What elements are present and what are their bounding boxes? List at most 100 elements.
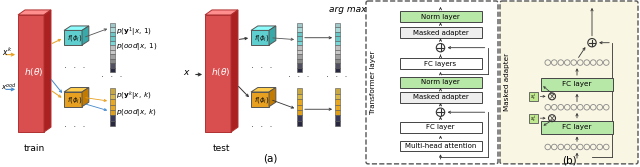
Polygon shape [269, 88, 276, 107]
Bar [296, 110, 301, 115]
Bar [64, 92, 82, 107]
Text: Masked adapter: Masked adapter [413, 94, 468, 100]
Bar [296, 59, 301, 63]
Bar [109, 94, 115, 99]
Text: Norm layer: Norm layer [421, 14, 460, 20]
Bar [335, 54, 339, 59]
Bar [296, 41, 301, 45]
Text: ·  ·  ·: · · · [101, 72, 123, 82]
Text: ·  ·  ·: · · · [326, 72, 348, 82]
Bar [251, 92, 269, 107]
Bar [335, 41, 339, 45]
Text: Masked adapter: Masked adapter [504, 53, 510, 112]
Bar [335, 27, 339, 32]
Text: $p(\mathbf{y}^k|x,\,k)$: $p(\mathbf{y}^k|x,\,k)$ [116, 90, 152, 103]
Bar [296, 94, 301, 99]
FancyBboxPatch shape [500, 1, 638, 164]
Bar [109, 88, 115, 94]
Text: test: test [212, 144, 230, 153]
Bar [251, 30, 269, 45]
Bar [296, 27, 301, 32]
Bar [109, 54, 115, 59]
Polygon shape [82, 88, 89, 107]
Bar [109, 27, 115, 32]
Bar [109, 41, 115, 45]
Bar [529, 92, 538, 101]
Text: $f(\phi_i)$: $f(\phi_i)$ [254, 95, 270, 105]
Bar [335, 88, 339, 94]
FancyBboxPatch shape [399, 27, 481, 38]
Bar [296, 121, 301, 126]
Bar [296, 88, 301, 94]
Text: $p(\mathbf{y}^1|x,\,1)$: $p(\mathbf{y}^1|x,\,1)$ [116, 26, 152, 39]
FancyBboxPatch shape [399, 58, 481, 69]
Text: FC layer: FC layer [563, 124, 592, 130]
Bar [296, 32, 301, 36]
Bar [18, 15, 44, 132]
Bar [205, 15, 231, 132]
FancyBboxPatch shape [399, 77, 481, 88]
Bar [335, 36, 339, 41]
Bar [335, 63, 339, 68]
Bar [296, 115, 301, 121]
Text: $h(\theta)$: $h(\theta)$ [211, 66, 230, 78]
Bar [109, 23, 115, 27]
Bar [296, 36, 301, 41]
Text: $f(\phi_i)$: $f(\phi_i)$ [254, 33, 270, 43]
Bar [109, 45, 115, 50]
Bar [109, 50, 115, 54]
Text: (b): (b) [562, 156, 576, 166]
Polygon shape [82, 26, 89, 45]
Text: Norm layer: Norm layer [421, 79, 460, 86]
Bar [109, 105, 115, 110]
Polygon shape [251, 88, 276, 92]
Polygon shape [205, 10, 238, 15]
Text: (a): (a) [263, 154, 277, 164]
Text: $h(\theta)$: $h(\theta)$ [24, 66, 43, 78]
Bar [335, 105, 339, 110]
Bar [109, 63, 115, 68]
Bar [335, 121, 339, 126]
Bar [64, 30, 82, 45]
Text: Transformer layer: Transformer layer [370, 51, 376, 114]
Text: FC layer: FC layer [426, 124, 455, 130]
FancyBboxPatch shape [399, 140, 481, 151]
FancyBboxPatch shape [399, 92, 481, 103]
Text: Multi-head attention: Multi-head attention [405, 143, 476, 149]
Text: FC layer: FC layer [563, 81, 592, 87]
Bar [335, 32, 339, 36]
FancyBboxPatch shape [399, 122, 481, 133]
Polygon shape [231, 10, 238, 132]
Bar [335, 110, 339, 115]
Text: $\times$: $\times$ [548, 113, 556, 123]
Text: ·  ·  ·: · · · [64, 122, 86, 132]
Polygon shape [269, 26, 276, 45]
Polygon shape [251, 26, 276, 30]
Text: $s^i_t$: $s^i_t$ [530, 91, 536, 102]
Bar [296, 105, 301, 110]
Bar [109, 32, 115, 36]
Text: $\times$: $\times$ [548, 92, 556, 101]
Bar [109, 99, 115, 105]
Bar [529, 114, 538, 123]
Text: train: train [24, 144, 45, 153]
Polygon shape [18, 10, 51, 15]
Bar [109, 115, 115, 121]
Bar [335, 115, 339, 121]
Bar [296, 50, 301, 54]
Text: $x^k$: $x^k$ [2, 45, 12, 58]
Bar [335, 94, 339, 99]
Bar [335, 23, 339, 27]
FancyBboxPatch shape [366, 1, 498, 164]
Text: $p(ood|x,\,k)$: $p(ood|x,\,k)$ [116, 107, 157, 118]
Bar [335, 99, 339, 105]
Bar [296, 68, 301, 72]
Bar [109, 36, 115, 41]
Polygon shape [64, 88, 89, 92]
Bar [335, 59, 339, 63]
FancyBboxPatch shape [541, 78, 613, 91]
Bar [109, 68, 115, 72]
Text: $s^i_t$: $s^i_t$ [530, 113, 536, 124]
Polygon shape [44, 10, 51, 132]
Text: FC layers: FC layers [424, 61, 456, 67]
